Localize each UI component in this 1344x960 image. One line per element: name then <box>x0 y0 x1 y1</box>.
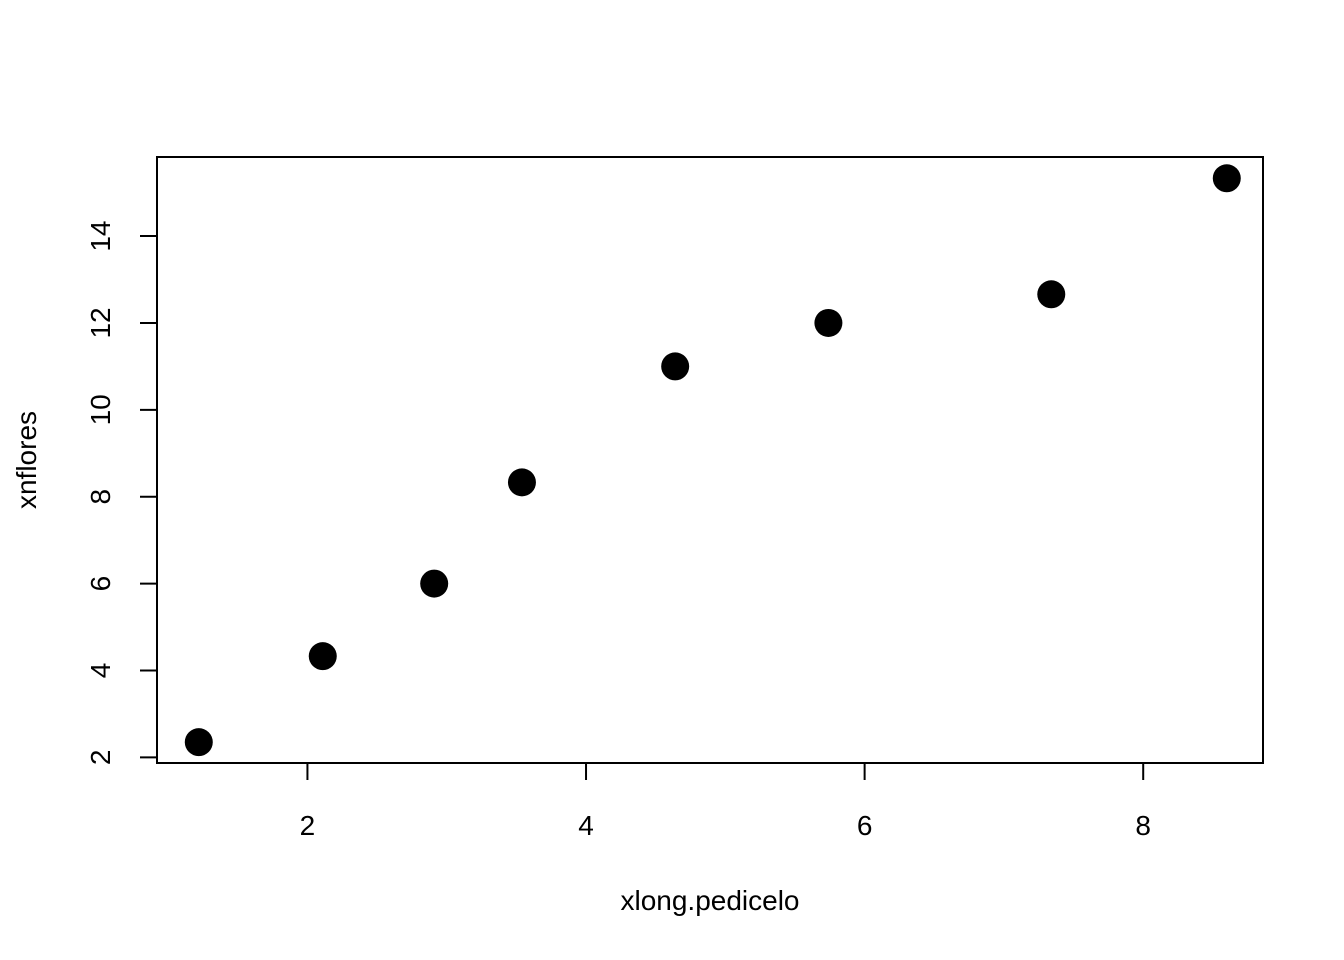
x-tick-label: 8 <box>1135 810 1151 841</box>
data-point <box>1212 164 1241 193</box>
y-axis: 2 4 6 8 10 12 14 <box>85 220 158 766</box>
y-tick-label: 4 <box>85 663 116 679</box>
x-tick-label: 6 <box>857 810 873 841</box>
data-point <box>308 642 337 671</box>
x-tick-label: 4 <box>578 810 594 841</box>
data-point <box>1037 280 1066 309</box>
y-tick-label: 6 <box>85 576 116 592</box>
data-point <box>507 468 536 497</box>
data-point <box>814 308 843 337</box>
y-tick-label: 14 <box>85 220 116 251</box>
y-tick-label: 8 <box>85 489 116 505</box>
y-axis-label: xnflores <box>11 411 42 509</box>
data-point <box>184 728 213 757</box>
data-point <box>661 352 690 381</box>
y-tick-label: 2 <box>85 750 116 766</box>
data-point <box>420 569 449 598</box>
data-points <box>184 164 1241 757</box>
y-tick-label: 10 <box>85 394 116 425</box>
plot-frame <box>156 156 1264 764</box>
x-axis-label: xlong.pedicelo <box>620 885 799 916</box>
y-tick-label: 12 <box>85 307 116 338</box>
x-axis: 2 4 6 8 <box>300 762 1151 841</box>
x-tick-label: 2 <box>300 810 316 841</box>
